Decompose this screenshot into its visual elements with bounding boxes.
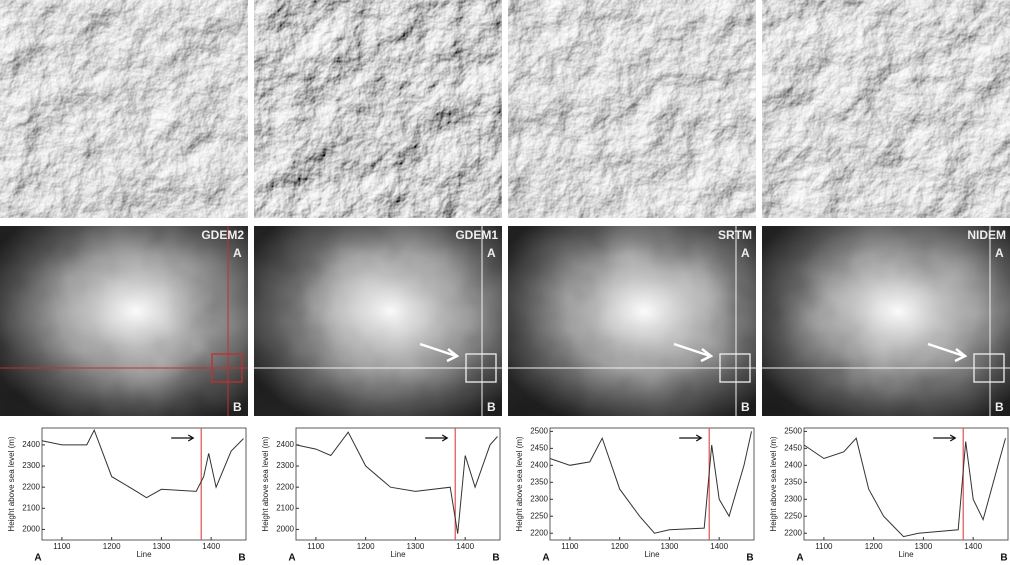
y-tick-label: 2250 (530, 511, 548, 520)
panel-title: GDEM1 (455, 228, 498, 242)
profile-start-label: A (288, 553, 295, 564)
y-axis-label: Height above sea level (m) (515, 436, 524, 531)
arrow (673, 342, 714, 363)
profile-end-label: B (746, 553, 753, 564)
x-tick-label: 1200 (611, 542, 629, 551)
arrow (927, 342, 968, 363)
y-tick-label: 2400 (530, 460, 548, 469)
x-tick-label: 1200 (103, 542, 121, 551)
profile-end-label: B (233, 400, 242, 414)
dem-texture (762, 226, 1010, 416)
profile-end-label: B (995, 400, 1004, 414)
x-axis-label: Line (644, 550, 660, 559)
y-tick-label: 2500 (784, 427, 802, 436)
y-tick-label: 2200 (22, 482, 40, 491)
y-axis-label: Height above sea level (m) (261, 436, 270, 531)
profile-line (41, 428, 244, 499)
hillshade-image (254, 0, 502, 218)
panel-title: GDEM2 (201, 228, 244, 242)
dem-texture (254, 226, 502, 416)
plot-frame (549, 427, 755, 541)
y-tick-label: 2200 (530, 528, 548, 537)
y-tick-label: 2200 (276, 482, 294, 491)
profile-end-label: B (487, 400, 496, 414)
profile-start-label: A (233, 246, 242, 260)
hillshade-image (0, 0, 248, 218)
focus-box (211, 353, 243, 383)
x-tick-label: 1400 (964, 542, 982, 551)
panel-title: SRTM (718, 228, 752, 242)
focus-box (465, 353, 497, 383)
profile-line (295, 431, 498, 534)
y-tick-label: 2200 (784, 528, 802, 537)
x-tick-label: 1100 (307, 542, 325, 551)
x-tick-label: 1100 (53, 542, 71, 551)
x-axis-label: Line (136, 550, 152, 559)
profile-start-label: A (34, 553, 41, 564)
hillshade-image (762, 0, 1010, 218)
y-tick-label: 2300 (22, 461, 40, 470)
y-tick-label: 2350 (530, 477, 548, 486)
y-tick-label: 2300 (276, 461, 294, 470)
y-tick-label: 2000 (22, 525, 40, 534)
y-tick-label: 2500 (530, 427, 548, 436)
x-axis-label: Line (390, 550, 406, 559)
y-tick-label: 2000 (276, 525, 294, 534)
profile-start-label: A (487, 246, 496, 260)
profile-line (549, 431, 752, 534)
focus-box (719, 353, 751, 383)
focus-box (973, 353, 1005, 383)
profile-start-label: A (796, 553, 803, 564)
arrow (679, 434, 703, 442)
x-tick-label: 1100 (815, 542, 833, 551)
y-tick-label: 2100 (22, 503, 40, 512)
x-tick-label: 1300 (153, 542, 171, 551)
panel-title: NIDEM (967, 228, 1006, 242)
x-tick-label: 1300 (661, 542, 679, 551)
dem-texture (508, 226, 756, 416)
y-tick-label: 2400 (784, 460, 802, 469)
arrow (419, 342, 460, 363)
x-tick-label: 1300 (915, 542, 933, 551)
x-tick-label: 1400 (202, 542, 220, 551)
arrow (425, 434, 449, 442)
plot-frame (803, 427, 1009, 541)
y-tick-label: 2400 (276, 440, 294, 449)
profile-end-label: B (1000, 553, 1007, 564)
hillshade-image (508, 0, 756, 218)
y-tick-label: 2450 (530, 443, 548, 452)
profile-end-label: B (492, 553, 499, 564)
y-axis-label: Height above sea level (m) (769, 436, 778, 531)
y-tick-label: 2450 (784, 443, 802, 452)
x-tick-label: 1200 (865, 542, 883, 551)
y-tick-label: 2350 (784, 477, 802, 486)
x-tick-label: 1200 (357, 542, 375, 551)
arrow (933, 434, 957, 442)
profile-start-label: A (995, 246, 1004, 260)
x-tick-label: 1400 (456, 542, 474, 551)
plot-frame (41, 427, 247, 541)
dem-texture (0, 226, 248, 416)
profile-start-label: A (741, 246, 750, 260)
profile-start-label: A (542, 553, 549, 564)
y-tick-label: 2300 (530, 494, 548, 503)
profile-end-label: B (238, 553, 245, 564)
profile-end-label: B (741, 400, 750, 414)
x-tick-label: 1400 (710, 542, 728, 551)
x-tick-label: 1100 (561, 542, 579, 551)
y-tick-label: 2100 (276, 503, 294, 512)
y-tick-label: 2300 (784, 494, 802, 503)
x-tick-label: 1300 (407, 542, 425, 551)
arrow (171, 434, 195, 442)
y-axis-label: Height above sea level (m) (7, 436, 16, 531)
plot-frame (295, 427, 501, 541)
x-axis-label: Line (898, 550, 914, 559)
y-tick-label: 2250 (784, 511, 802, 520)
profile-line (803, 437, 1006, 538)
y-tick-label: 2400 (22, 440, 40, 449)
